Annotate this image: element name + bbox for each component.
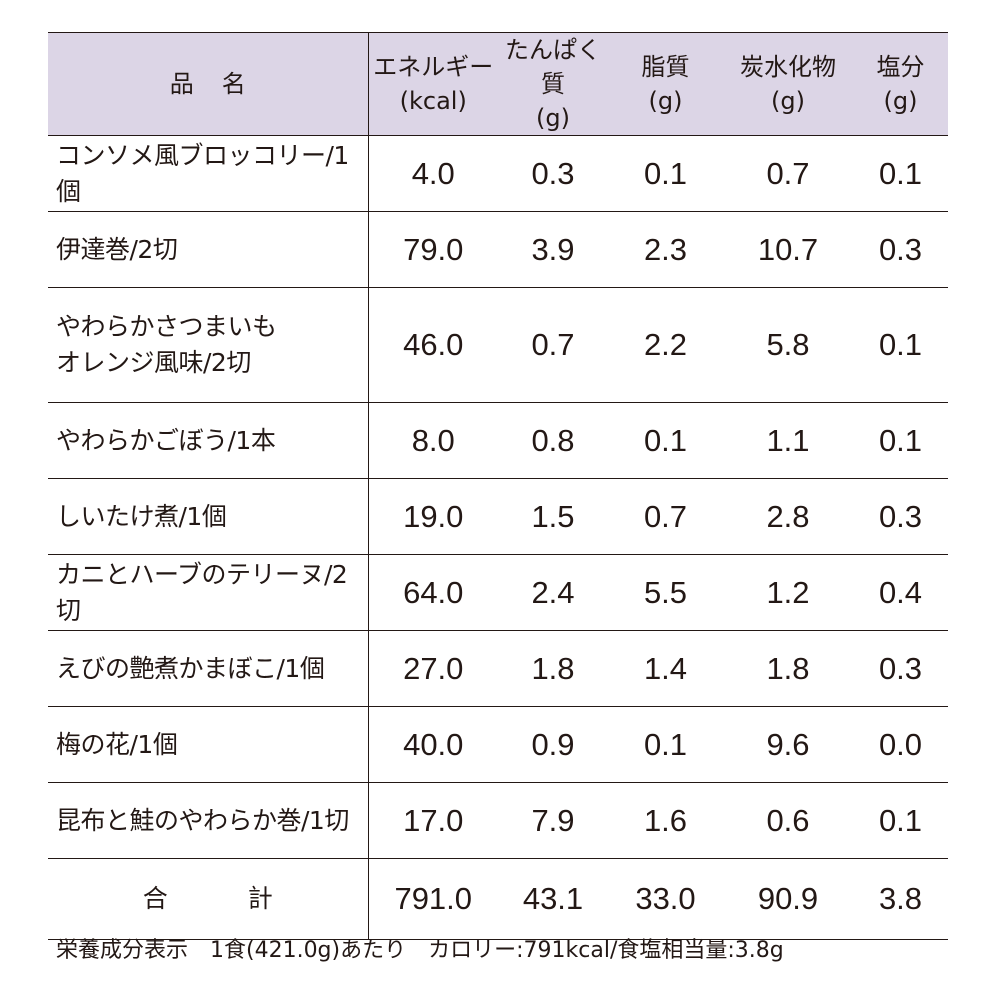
table-row: 昆布と鮭のやわらか巻/1切 17.0 7.9 1.6 0.6 0.1 xyxy=(48,782,948,859)
row-salt: 0.1 xyxy=(853,135,948,212)
row-carb: 9.6 xyxy=(723,706,853,783)
header-protein: たんぱく質 (g) xyxy=(498,32,608,136)
row-protein: 0.9 xyxy=(498,706,608,783)
table-row: やわらかさつまいも オレンジ風味/2切 46.0 0.7 2.2 5.8 0.1 xyxy=(48,287,948,403)
row-name: カニとハーブのテリーヌ/2切 xyxy=(48,554,369,631)
row-salt: 0.3 xyxy=(853,630,948,707)
nutrition-footnote: 栄養成分表示 1食(421.0g)あたり カロリー:791kcal/食塩相当量:… xyxy=(56,938,784,963)
total-protein: 43.1 xyxy=(498,858,608,940)
table-row: やわらかごぼう/1本 8.0 0.8 0.1 1.1 0.1 xyxy=(48,402,948,479)
row-protein: 3.9 xyxy=(498,211,608,288)
row-fat: 0.1 xyxy=(608,402,723,479)
row-name: えびの艶煮かまぼこ/1個 xyxy=(48,630,369,707)
row-carb: 0.6 xyxy=(723,782,853,859)
header-carb: 炭水化物 (g) xyxy=(723,32,853,136)
header-name: 品名 xyxy=(48,32,369,136)
row-fat: 2.2 xyxy=(608,287,723,403)
header-carb-label: 炭水化物 xyxy=(740,53,836,81)
header-fat: 脂質 (g) xyxy=(608,32,723,136)
table-row: コンソメ風ブロッコリー/1個 4.0 0.3 0.1 0.7 0.1 xyxy=(48,135,948,212)
table-row: しいたけ煮/1個 19.0 1.5 0.7 2.8 0.3 xyxy=(48,478,948,555)
row-salt: 0.1 xyxy=(853,287,948,403)
row-energy: 8.0 xyxy=(368,402,498,479)
row-protein: 0.7 xyxy=(498,287,608,403)
nutrition-table: 品名 エネルギー (kcal) たんぱく質 (g) 脂質 (g) 炭水化物 (g… xyxy=(48,32,948,940)
row-energy: 79.0 xyxy=(368,211,498,288)
row-salt: 0.3 xyxy=(853,211,948,288)
nutrition-table-container: 品名 エネルギー (kcal) たんぱく質 (g) 脂質 (g) 炭水化物 (g… xyxy=(48,32,948,940)
total-row: 合計 791.0 43.1 33.0 90.9 3.8 xyxy=(48,858,948,940)
row-fat: 0.1 xyxy=(608,706,723,783)
table-row: 伊達巻/2切 79.0 3.9 2.3 10.7 0.3 xyxy=(48,211,948,288)
row-energy: 64.0 xyxy=(368,554,498,631)
row-protein: 2.4 xyxy=(498,554,608,631)
row-carb: 1.2 xyxy=(723,554,853,631)
header-protein-unit: (g) xyxy=(536,104,570,132)
row-energy: 17.0 xyxy=(368,782,498,859)
table-row: えびの艶煮かまぼこ/1個 27.0 1.8 1.4 1.8 0.3 xyxy=(48,630,948,707)
row-carb: 1.8 xyxy=(723,630,853,707)
row-name: やわらかさつまいも オレンジ風味/2切 xyxy=(48,287,369,403)
row-carb: 5.8 xyxy=(723,287,853,403)
table-row: 梅の花/1個 40.0 0.9 0.1 9.6 0.0 xyxy=(48,706,948,783)
total-label: 合計 xyxy=(48,858,369,940)
row-carb: 0.7 xyxy=(723,135,853,212)
row-salt: 0.3 xyxy=(853,478,948,555)
table-row: カニとハーブのテリーヌ/2切 64.0 2.4 5.5 1.2 0.4 xyxy=(48,554,948,631)
row-carb: 10.7 xyxy=(723,211,853,288)
row-protein: 1.5 xyxy=(498,478,608,555)
row-energy: 4.0 xyxy=(368,135,498,212)
row-protein: 0.3 xyxy=(498,135,608,212)
total-energy: 791.0 xyxy=(368,858,498,940)
row-fat: 2.3 xyxy=(608,211,723,288)
row-name: しいたけ煮/1個 xyxy=(48,478,369,555)
row-protein: 0.8 xyxy=(498,402,608,479)
header-protein-label: たんぱく質 xyxy=(505,36,601,98)
row-fat: 5.5 xyxy=(608,554,723,631)
row-energy: 27.0 xyxy=(368,630,498,707)
header-energy-unit: (kcal) xyxy=(399,87,467,115)
row-name: 昆布と鮭のやわらか巻/1切 xyxy=(48,782,369,859)
header-salt-unit: (g) xyxy=(883,87,918,115)
row-fat: 1.6 xyxy=(608,782,723,859)
header-energy-label: エネルギー xyxy=(373,53,494,81)
row-name: 梅の花/1個 xyxy=(48,706,369,783)
row-name-line-1: やわらかさつまいも xyxy=(56,312,277,341)
header-carb-unit: (g) xyxy=(771,87,805,115)
row-name: コンソメ風ブロッコリー/1個 xyxy=(48,135,369,212)
header-salt-label: 塩分 xyxy=(876,53,925,81)
row-protein: 1.8 xyxy=(498,630,608,707)
row-carb: 1.1 xyxy=(723,402,853,479)
header-energy: エネルギー (kcal) xyxy=(368,32,498,136)
row-energy: 19.0 xyxy=(368,478,498,555)
row-name: 伊達巻/2切 xyxy=(48,211,369,288)
total-fat: 33.0 xyxy=(608,858,723,940)
header-fat-label: 脂質 xyxy=(641,53,690,81)
header-salt: 塩分 (g) xyxy=(853,32,948,136)
row-salt: 0.4 xyxy=(853,554,948,631)
total-salt: 3.8 xyxy=(853,858,948,940)
row-fat: 0.7 xyxy=(608,478,723,555)
row-salt: 0.1 xyxy=(853,782,948,859)
header-fat-unit: (g) xyxy=(648,87,683,115)
row-protein: 7.9 xyxy=(498,782,608,859)
header-row: 品名 エネルギー (kcal) たんぱく質 (g) 脂質 (g) 炭水化物 (g… xyxy=(48,32,948,136)
row-fat: 1.4 xyxy=(608,630,723,707)
row-salt: 0.0 xyxy=(853,706,948,783)
row-carb: 2.8 xyxy=(723,478,853,555)
row-energy: 40.0 xyxy=(368,706,498,783)
row-energy: 46.0 xyxy=(368,287,498,403)
total-carb: 90.9 xyxy=(723,858,853,940)
row-fat: 0.1 xyxy=(608,135,723,212)
row-name-line-2: オレンジ風味/2切 xyxy=(56,348,251,377)
row-name: やわらかごぼう/1本 xyxy=(48,402,369,479)
row-salt: 0.1 xyxy=(853,402,948,479)
